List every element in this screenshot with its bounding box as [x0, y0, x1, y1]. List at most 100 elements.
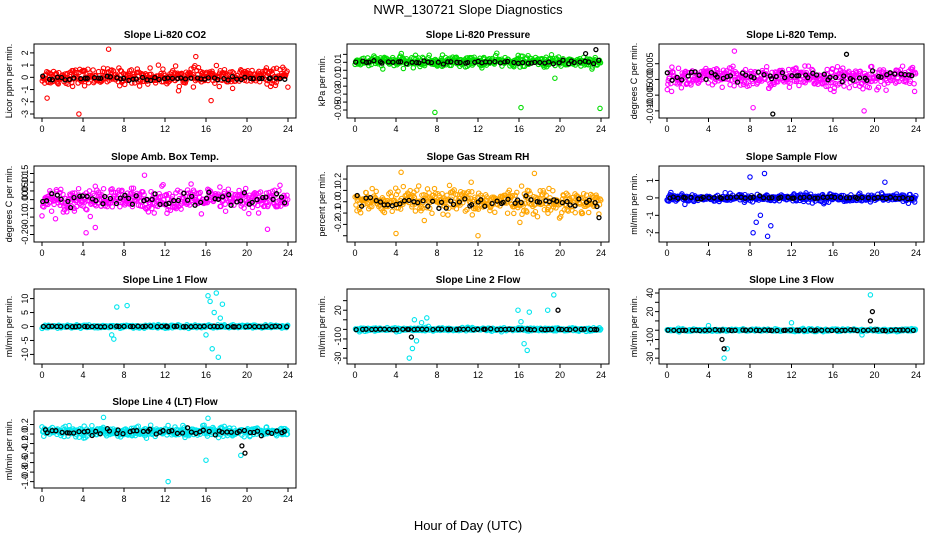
data-point	[531, 170, 538, 177]
data-point	[504, 58, 511, 65]
data-point	[149, 205, 155, 212]
y-tick-label: 1	[20, 63, 30, 68]
data-point	[779, 70, 786, 76]
data-point	[842, 327, 848, 333]
data-point	[363, 189, 369, 196]
data-point	[136, 83, 143, 89]
data-point	[166, 191, 172, 197]
data-point	[353, 59, 359, 65]
x-tick-label: 0	[39, 370, 44, 380]
panel-title: Slope Li-820 Pressure	[426, 30, 531, 41]
data-point	[207, 298, 213, 305]
data-point	[439, 190, 445, 197]
data-point	[422, 197, 428, 204]
x-tick-label: 16	[514, 124, 524, 134]
data-point	[116, 323, 122, 330]
data-point	[178, 201, 185, 207]
data-point	[460, 190, 467, 196]
data-point	[882, 328, 889, 334]
data-point	[526, 188, 532, 194]
x-tick-label: 20	[242, 370, 252, 380]
data-point	[882, 179, 888, 185]
data-point	[413, 338, 420, 344]
chart-panel-3: Slope Li-820 Temp.0 4 8 12 16 20 24-0.010-0.00…	[629, 30, 925, 134]
data-point	[263, 194, 269, 200]
data-point	[706, 195, 712, 201]
data-point	[111, 336, 117, 342]
data-point	[205, 75, 211, 81]
data-point	[541, 206, 548, 213]
y-tick-label: -3	[20, 110, 30, 118]
y-tick-label: 0	[645, 328, 655, 333]
data-point	[130, 185, 137, 191]
data-point	[87, 213, 94, 220]
y-tick-label: 10	[20, 294, 30, 304]
data-point	[236, 187, 242, 194]
data-point	[425, 203, 431, 209]
data-point	[113, 200, 120, 207]
x-tick-label: 8	[121, 494, 126, 504]
data-point	[475, 232, 481, 239]
series-2	[40, 323, 290, 330]
x-tick-label: 20	[242, 248, 252, 258]
data-point	[264, 226, 271, 233]
data-point	[828, 79, 834, 86]
data-point	[590, 61, 597, 67]
x-tick-label: 4	[393, 248, 398, 258]
data-point	[805, 74, 811, 81]
data-point	[721, 355, 727, 361]
panel-title: Slope Li-820 CO2	[124, 30, 207, 41]
data-point	[750, 194, 756, 200]
data-point	[722, 189, 728, 196]
series-1	[352, 292, 604, 361]
data-point	[796, 327, 802, 334]
data-point	[172, 63, 179, 69]
data-point	[164, 324, 171, 330]
data-point	[81, 68, 87, 75]
data-point	[572, 326, 579, 332]
data-point	[566, 61, 572, 67]
data-point	[44, 95, 50, 101]
data-point	[788, 320, 795, 326]
y-tick-label: -0.03	[333, 84, 343, 105]
data-point	[488, 326, 494, 332]
data-point	[432, 56, 439, 63]
data-point	[668, 88, 675, 95]
data-point	[664, 70, 670, 76]
x-tick-label: 20	[869, 124, 879, 134]
data-point	[669, 64, 675, 70]
data-point	[825, 199, 832, 205]
y-tick-label: -0.2	[333, 217, 343, 233]
data-point	[277, 182, 283, 189]
data-point	[846, 68, 852, 75]
data-point	[546, 199, 553, 205]
data-point	[222, 208, 229, 214]
y-tick-label: -10	[333, 332, 343, 345]
data-point	[49, 323, 55, 329]
data-point	[82, 67, 88, 74]
data-point	[429, 198, 436, 204]
data-point	[740, 327, 746, 333]
data-point	[107, 195, 114, 202]
data-point	[703, 76, 709, 83]
data-point	[426, 52, 432, 58]
data-point	[550, 61, 557, 67]
data-point	[130, 323, 136, 330]
data-point	[414, 187, 420, 193]
data-point	[353, 326, 359, 333]
y-tick-label: 1	[645, 178, 655, 183]
data-point	[555, 307, 561, 313]
data-point	[521, 340, 527, 347]
data-point	[787, 80, 793, 87]
series-1	[664, 48, 919, 114]
data-point	[400, 326, 406, 332]
data-point	[445, 212, 451, 218]
data-point	[696, 72, 702, 78]
data-point	[119, 187, 125, 194]
data-point	[406, 197, 412, 204]
data-point	[397, 201, 403, 207]
x-tick-label: 16	[514, 370, 524, 380]
data-point	[563, 326, 570, 333]
